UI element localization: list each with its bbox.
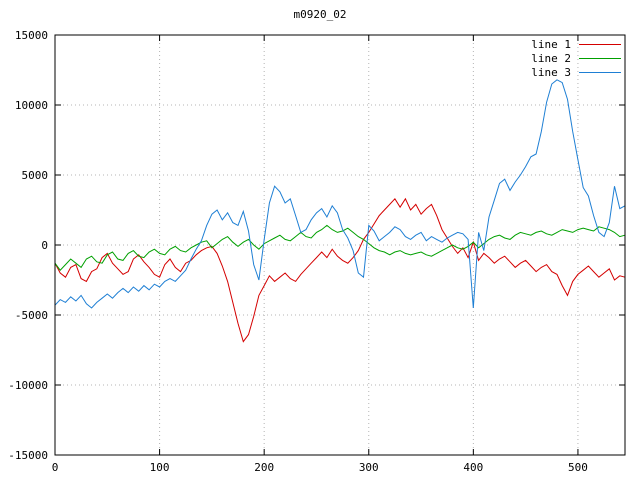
y-tick-label: 15000: [15, 29, 48, 42]
y-tick-label: -10000: [8, 379, 48, 392]
x-tick-label: 500: [568, 461, 588, 474]
legend-line-sample-red: [579, 44, 621, 45]
legend-label-line-3: line 3: [531, 66, 571, 79]
y-tick-label: -5000: [15, 309, 48, 322]
y-tick-label: 0: [41, 239, 48, 252]
legend-entry-line-1: line 1: [531, 38, 621, 51]
y-tick-label: 10000: [15, 99, 48, 112]
legend-label-line-1: line 1: [531, 38, 571, 51]
series-line-1: [54, 197, 626, 343]
legend-label-line-2: line 2: [531, 52, 571, 65]
series-line-3: [54, 79, 626, 309]
x-tick-label: 300: [359, 461, 379, 474]
x-tick-label: 0: [52, 461, 59, 474]
y-tick-label: 5000: [22, 169, 49, 182]
x-tick-label: 200: [254, 461, 274, 474]
series-line-2: [54, 224, 626, 271]
legend-line-sample-green: [579, 58, 621, 59]
legend-entry-line-2: line 2: [531, 52, 621, 65]
legend-entry-line-3: line 3: [531, 66, 621, 79]
chart-title: m0920_02: [293, 8, 347, 21]
x-tick-label: 100: [150, 461, 170, 474]
legend: line 1 line 2 line 3: [531, 38, 621, 79]
legend-line-sample-blue: [579, 72, 621, 73]
y-tick-label: -15000: [8, 449, 48, 462]
x-tick-label: 400: [463, 461, 483, 474]
